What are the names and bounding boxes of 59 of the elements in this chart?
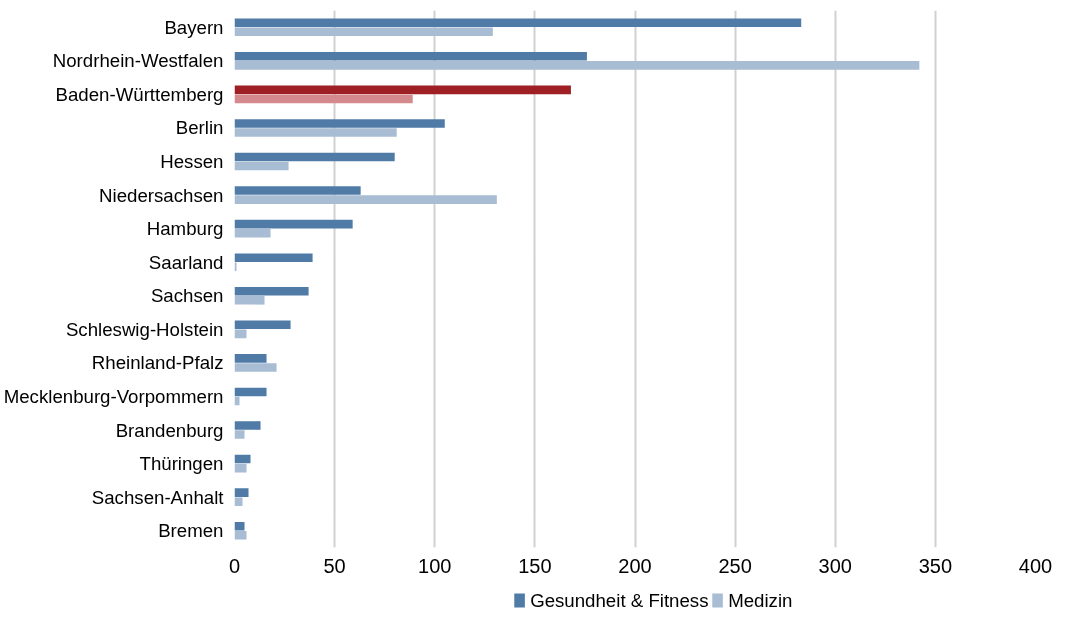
y-tick-label: Schleswig-Holstein [65, 318, 224, 340]
bar [234, 94, 413, 104]
y-tick-label: Sachsen [150, 285, 224, 307]
y-tick-label: Brandenburg [115, 419, 224, 441]
bar [234, 521, 245, 531]
x-tick-label: 250 [718, 554, 752, 577]
x-tick-label: 200 [618, 554, 652, 577]
x-tick-label: 350 [918, 554, 953, 577]
bar [234, 61, 920, 70]
bar [234, 262, 237, 272]
bar [234, 195, 497, 204]
bar [234, 18, 802, 28]
bar [234, 228, 271, 238]
bar [234, 128, 397, 137]
bar [234, 320, 291, 330]
y-tick-label: Berlin [175, 117, 224, 139]
bar [234, 387, 267, 397]
bar [234, 363, 277, 372]
x-tick-label: 150 [518, 554, 552, 577]
bar [234, 430, 245, 439]
bar [234, 119, 445, 128]
x-tick-label: 300 [818, 554, 852, 577]
bar [234, 286, 309, 296]
x-tick-label: 0 [228, 554, 241, 577]
y-tick-label: Sachsen-Anhalt [91, 486, 225, 508]
x-tick-label: 400 [1018, 554, 1053, 577]
bar [234, 354, 267, 363]
bar [234, 161, 289, 171]
y-tick-label: Niedersachsen [99, 184, 224, 206]
bar [234, 530, 247, 540]
y-tick-label: Saarland [148, 251, 224, 273]
bar [234, 296, 265, 305]
bar [234, 497, 243, 506]
y-tick-label: Bayern [164, 16, 224, 38]
bar [234, 85, 571, 95]
legend-label: Medizin [728, 590, 793, 611]
legend-label: Gesundheit & Fitness [530, 590, 709, 611]
bar [234, 253, 313, 262]
bar [234, 454, 251, 464]
bar [234, 421, 261, 430]
y-tick-label: Hamburg [146, 218, 224, 240]
x-tick-label: 100 [418, 554, 452, 577]
bar [234, 52, 587, 61]
y-tick-label: Bremen [158, 520, 224, 542]
bar [234, 488, 249, 497]
y-tick-label: Nordrhein-Westfalen [52, 50, 224, 72]
y-tick-label: Baden-Württemberg [55, 83, 224, 105]
y-tick-label: Thüringen [139, 453, 224, 475]
y-tick-label: Mecklenburg-Vorpommern [3, 385, 224, 407]
y-tick-label: Rheinland-Pfalz [91, 352, 224, 374]
y-tick-label: Hessen [160, 151, 224, 173]
bar [234, 463, 247, 473]
bar [234, 27, 493, 37]
bar [234, 152, 395, 162]
x-tick-label: 50 [323, 554, 346, 577]
bar [234, 329, 247, 339]
bar [234, 186, 361, 195]
bar [234, 219, 353, 229]
bar [234, 396, 240, 406]
